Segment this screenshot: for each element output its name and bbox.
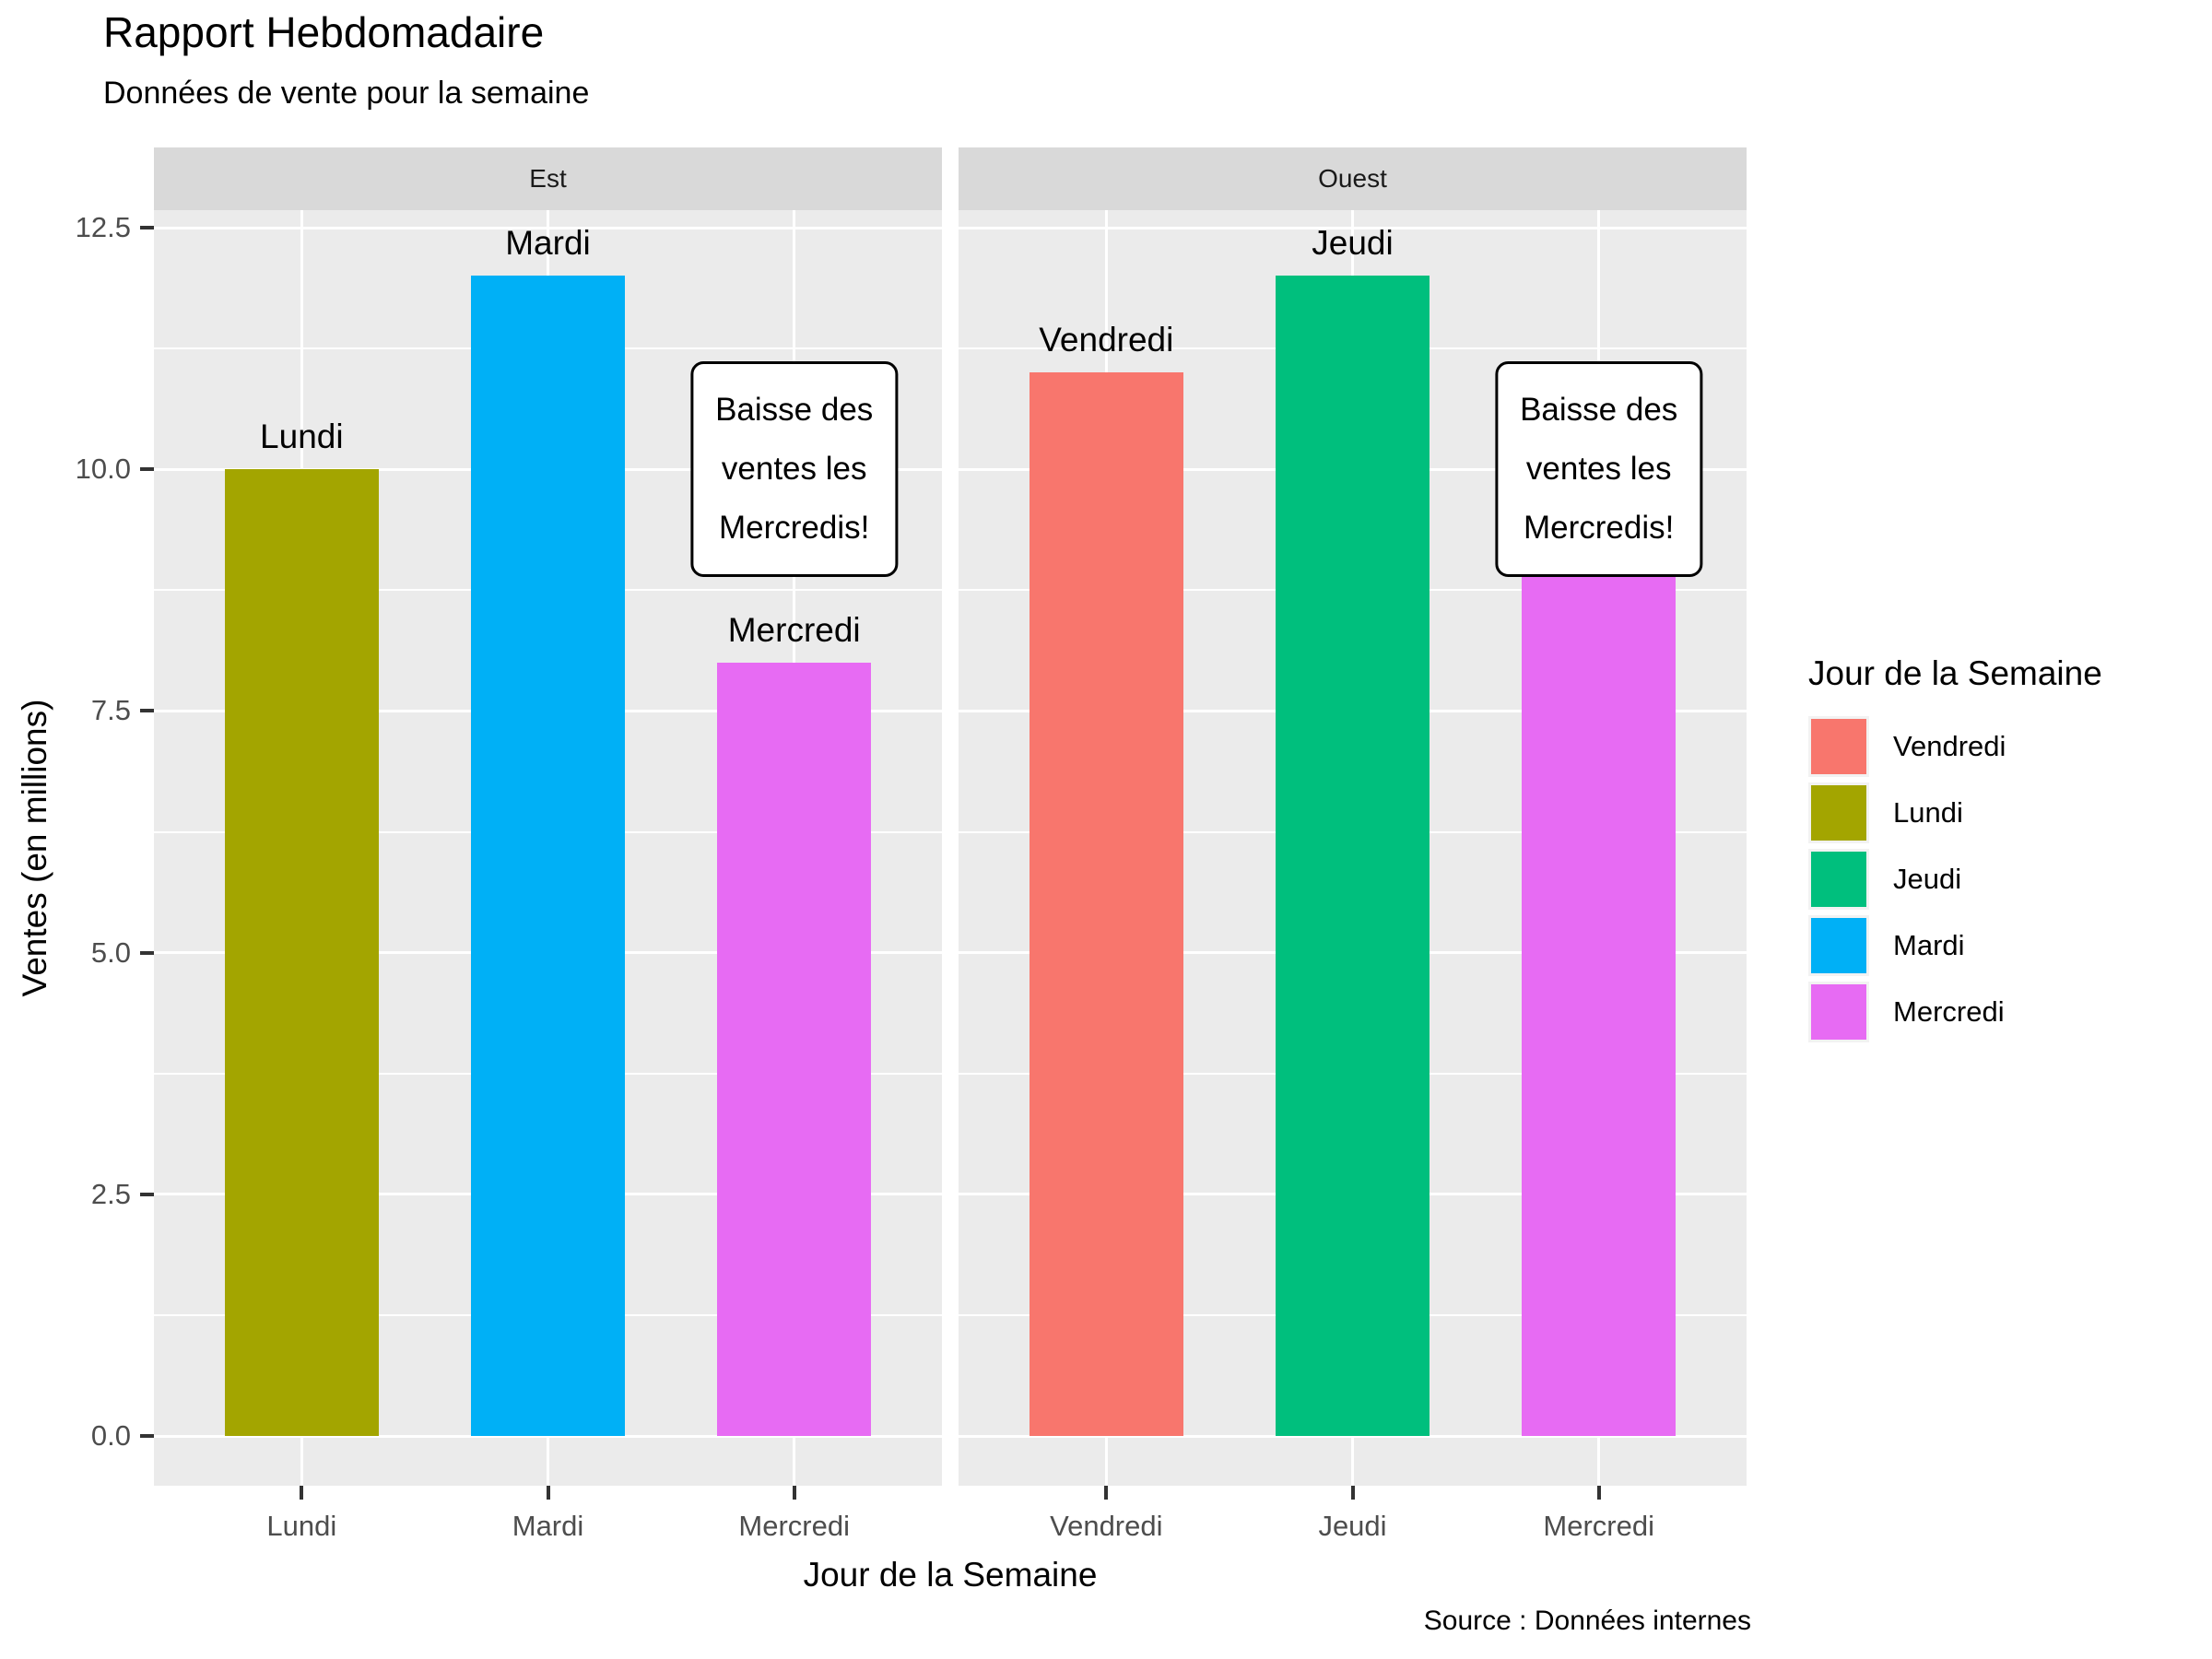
facet-strip: Ouest (959, 147, 1747, 210)
chart-subtitle: Données de vente pour la semaine (103, 76, 590, 111)
annotation-text-line: Baisse des (1520, 392, 1678, 429)
x-axis-title: Jour de la Semaine (803, 1556, 1098, 1594)
legend-item: Vendredi (1808, 716, 2085, 777)
y-tick-mark (140, 226, 154, 229)
y-tick-mark (140, 1434, 154, 1438)
annotation-text-line: Mercredis! (1524, 510, 1675, 547)
bar-label: Mercredi (727, 610, 861, 649)
facet-strip-label: Ouest (1318, 164, 1387, 193)
x-tick-mark (792, 1486, 796, 1500)
legend-item-label: Jeudi (1893, 863, 1962, 895)
gridline-major (959, 226, 1747, 229)
bar-label: Lundi (260, 418, 344, 456)
x-tick-mark (1350, 1486, 1355, 1500)
legend-color-swatch (1811, 984, 1866, 1040)
legend-item-label: Lundi (1893, 796, 1963, 829)
bar (224, 469, 379, 1436)
legend-key (1808, 782, 1869, 843)
y-tick-mark (140, 467, 154, 472)
legend-item: Mardi (1808, 915, 2085, 976)
chart-title: Rapport Hebdomadaire (103, 8, 545, 56)
bar (1522, 566, 1677, 1436)
legend-color-swatch (1811, 852, 1866, 907)
legend-color-swatch (1811, 918, 1866, 973)
y-tick-mark (140, 709, 154, 713)
annotation-text-line: Baisse des (715, 392, 874, 429)
facet-strip: Est (154, 147, 942, 210)
annotation-label: Baisse des ventes les Mercredis! (1495, 361, 1703, 578)
y-tick-label: 12.5 (75, 211, 131, 243)
x-tick-label: Mardi (512, 1510, 584, 1542)
bar (717, 662, 872, 1436)
bar (1275, 276, 1430, 1436)
y-tick-label: 10.0 (75, 453, 131, 486)
x-tick-mark (300, 1486, 304, 1500)
facet-strip-label: Est (529, 164, 567, 193)
y-tick-label: 2.5 (90, 1177, 131, 1210)
legend-item: Jeudi (1808, 849, 2085, 910)
bar-label: Jeudi (1312, 224, 1394, 263)
legend-key (1808, 849, 1869, 910)
gridline-major (154, 1434, 942, 1438)
x-tick-mark (1104, 1486, 1109, 1500)
bar (470, 276, 626, 1436)
x-tick-mark (546, 1486, 550, 1500)
legend-title: Jour de la Semaine (1808, 654, 2102, 692)
bar-label: Mardi (505, 224, 591, 263)
bar (1029, 372, 1183, 1436)
gridline-major (959, 1434, 1747, 1438)
x-tick-label: Vendredi (1050, 1510, 1163, 1542)
legend-color-swatch (1811, 785, 1866, 841)
y-tick-label: 7.5 (90, 694, 131, 727)
legend-item-label: Mercredi (1893, 995, 2005, 1028)
gridline-major (154, 226, 942, 229)
legend-color-swatch (1811, 719, 1866, 774)
legend-item: Lundi (1808, 782, 2085, 843)
annotation-label: Baisse des ventes les Mercredis! (690, 361, 899, 578)
x-tick-mark (1596, 1486, 1601, 1500)
caption: Source : Données internes (1423, 1606, 1751, 1636)
legend-item-label: Mardi (1893, 929, 1965, 961)
x-tick-label: Mercredi (1543, 1510, 1654, 1542)
y-tick-mark (140, 950, 154, 955)
legend-key (1808, 915, 1869, 976)
legend-item-label: Vendredi (1893, 730, 2006, 762)
x-tick-label: Jeudi (1318, 1510, 1387, 1542)
y-tick-label: 0.0 (90, 1419, 131, 1452)
bar-label: Vendredi (1039, 321, 1174, 359)
y-tick-label: 5.0 (90, 935, 131, 969)
y-tick-mark (140, 1192, 154, 1196)
legend-item: Mercredi (1808, 982, 2085, 1042)
annotation-text-line: ventes les (1525, 451, 1672, 488)
annotation-text-line: Mercredis! (719, 510, 870, 547)
legend-key (1808, 982, 1869, 1042)
x-tick-label: Lundi (266, 1510, 337, 1542)
annotation-text-line: ventes les (721, 451, 867, 488)
legend-key (1808, 716, 1869, 777)
x-tick-label: Mercredi (738, 1510, 850, 1542)
